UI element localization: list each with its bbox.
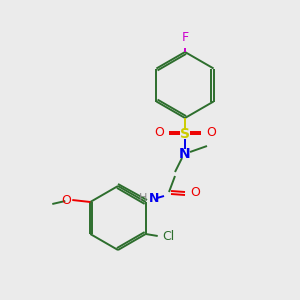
Text: N: N — [149, 191, 159, 205]
Text: Cl: Cl — [163, 230, 175, 244]
Text: S: S — [180, 127, 190, 141]
Text: H: H — [139, 193, 147, 203]
Text: O: O — [154, 127, 164, 140]
Text: N: N — [179, 147, 191, 161]
Text: O: O — [61, 194, 71, 206]
Text: F: F — [182, 31, 189, 44]
Text: O: O — [190, 187, 200, 200]
Text: O: O — [206, 127, 216, 140]
